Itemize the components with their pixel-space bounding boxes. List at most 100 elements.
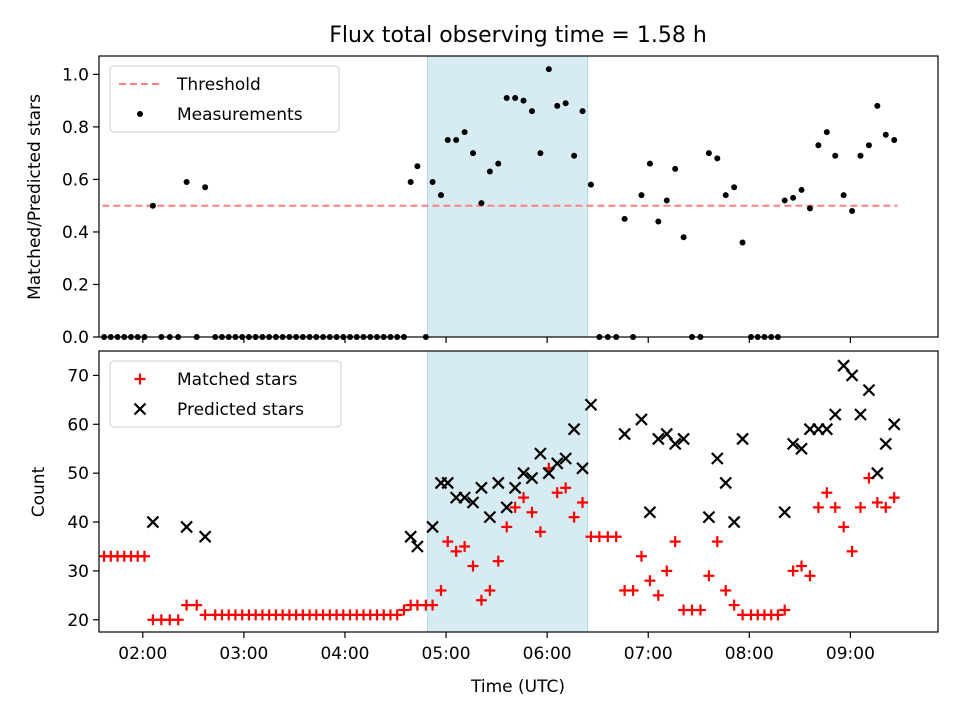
highlight-span bbox=[427, 350, 589, 633]
x-stroke-b bbox=[778, 505, 791, 519]
matched-star-point bbox=[501, 521, 513, 533]
legend-predicted-swatch bbox=[133, 402, 147, 416]
x-stroke-b bbox=[618, 427, 631, 441]
x-stroke-b bbox=[668, 437, 682, 451]
x-stroke-b bbox=[517, 466, 530, 480]
predicted-star-point bbox=[500, 501, 513, 514]
highlight-span-band bbox=[427, 350, 589, 633]
ratio-axes: 0.0 0.2 0.4 0.6 0.8 1.0 bbox=[62, 55, 939, 348]
predicted-star-point bbox=[146, 515, 160, 529]
measurement-points bbox=[101, 66, 898, 340]
matched-star-point bbox=[796, 560, 808, 572]
x-stroke-b bbox=[837, 359, 850, 372]
x-tick-label: 07:00 bbox=[624, 644, 673, 664]
x-tick-label: 04:00 bbox=[320, 644, 369, 664]
measurement-point bbox=[722, 192, 729, 199]
x-stroke-b bbox=[584, 398, 598, 412]
matched-star-point bbox=[627, 584, 639, 596]
matched-star-point bbox=[880, 501, 892, 513]
figure-title: Flux total observing time = 1.58 h bbox=[329, 23, 707, 48]
measurement-point bbox=[672, 165, 679, 172]
x-stroke-b bbox=[483, 510, 497, 524]
measurement-point bbox=[790, 194, 797, 201]
y-tick-label: 40 bbox=[67, 513, 89, 533]
x-stroke-b bbox=[643, 505, 657, 519]
x-stroke-b bbox=[660, 427, 674, 441]
x-stroke-b bbox=[466, 496, 480, 509]
x-stroke-b bbox=[871, 466, 884, 480]
matched-star-point bbox=[450, 545, 462, 557]
measurement-point bbox=[705, 150, 712, 157]
legend-measurement-swatch bbox=[137, 111, 143, 117]
measurement-point bbox=[806, 205, 813, 212]
matched-star-point bbox=[475, 594, 487, 606]
predicted-star-point bbox=[475, 481, 488, 495]
matched-star-point bbox=[644, 575, 656, 587]
measurement-point bbox=[571, 152, 578, 159]
measurement-point bbox=[545, 66, 552, 73]
x-stroke-b bbox=[862, 383, 876, 397]
predicted-star-point bbox=[517, 466, 530, 480]
y-tick-label: 30 bbox=[67, 562, 89, 582]
axes-frame bbox=[98, 55, 939, 338]
matched-star-point bbox=[703, 570, 715, 582]
x-stroke-b bbox=[635, 413, 648, 426]
measurement-point bbox=[438, 192, 445, 199]
predicted-star-point bbox=[584, 398, 598, 412]
matched-star-point bbox=[838, 521, 850, 533]
measurement-point bbox=[798, 186, 805, 193]
predicted-star-point bbox=[576, 462, 589, 475]
matched-star-point bbox=[661, 565, 673, 577]
predicted-star-point bbox=[795, 442, 808, 456]
matched-star-point bbox=[509, 501, 521, 513]
measurement-point bbox=[832, 152, 839, 159]
matched-star-point bbox=[560, 482, 572, 494]
x-tick-label: 06:00 bbox=[523, 644, 572, 664]
predicted-star-point bbox=[508, 481, 522, 495]
predicted-star-point bbox=[492, 476, 505, 490]
measurement-point bbox=[202, 184, 209, 191]
predicted-star-point bbox=[711, 452, 724, 465]
predicted-star-point bbox=[820, 422, 834, 436]
matched-star-point bbox=[855, 501, 867, 513]
matched-star-point bbox=[812, 501, 824, 513]
matched-star-point bbox=[669, 536, 681, 548]
measurement-point bbox=[554, 102, 561, 109]
x-stroke-b bbox=[180, 520, 193, 534]
legend-label: Threshold bbox=[176, 75, 261, 95]
matched-star-point bbox=[172, 614, 184, 626]
measurement-point bbox=[714, 155, 721, 162]
predicted-star-point bbox=[879, 437, 893, 451]
x-stroke-b bbox=[786, 437, 800, 451]
matched-star-point bbox=[138, 550, 150, 562]
measurement-point bbox=[621, 215, 628, 222]
matched-star-point bbox=[181, 599, 193, 611]
measurement-point bbox=[857, 152, 864, 159]
measurement-point bbox=[478, 200, 485, 207]
x-stroke-b bbox=[411, 540, 424, 553]
predicted-star-point bbox=[652, 432, 665, 446]
matched-star-point bbox=[551, 487, 563, 499]
x-stroke-b bbox=[426, 520, 439, 534]
x-stroke-b bbox=[820, 422, 834, 436]
measurement-point bbox=[414, 163, 421, 170]
legend-box bbox=[109, 360, 342, 428]
matched-star-point bbox=[846, 545, 858, 557]
measurement-point bbox=[512, 95, 519, 102]
x-stroke-b bbox=[500, 501, 513, 514]
x-tick-label: 09:00 bbox=[826, 644, 875, 664]
x-stroke-b bbox=[534, 447, 547, 460]
measurement-point bbox=[655, 218, 662, 225]
legend-label: Predicted stars bbox=[177, 400, 304, 420]
matched-star-point bbox=[871, 496, 883, 508]
predicted-star-point bbox=[786, 437, 800, 451]
count-y-axis-label: Count bbox=[29, 466, 49, 517]
x-stroke-b bbox=[727, 515, 741, 529]
y-tick-label: 70 bbox=[67, 366, 89, 386]
x-axis-label: Time (UTC) bbox=[470, 677, 565, 697]
count-points bbox=[98, 359, 901, 626]
measurement-point bbox=[149, 202, 156, 209]
measurement-point bbox=[407, 179, 414, 186]
measurement-point bbox=[646, 160, 653, 167]
predicted-star-point bbox=[567, 422, 581, 436]
